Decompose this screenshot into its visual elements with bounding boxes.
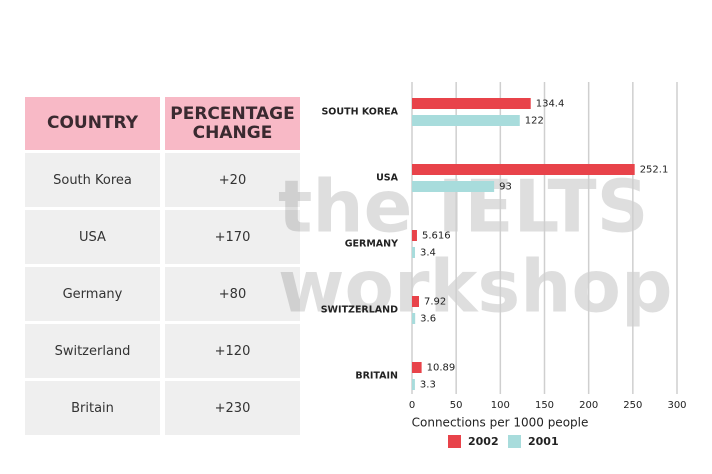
table-cell: USA bbox=[25, 210, 160, 264]
value-label: 134.4 bbox=[536, 99, 565, 110]
category-label: SOUTH KOREA bbox=[321, 107, 398, 118]
x-tick-label: 200 bbox=[579, 400, 598, 411]
table-cell: Switzerland bbox=[25, 324, 160, 378]
bar bbox=[412, 379, 415, 390]
x-tick-label: 300 bbox=[667, 400, 686, 411]
watermark: workshop bbox=[278, 245, 673, 329]
category-label: GERMANY bbox=[345, 239, 398, 250]
bar bbox=[412, 181, 495, 192]
value-label: 3.4 bbox=[420, 248, 436, 259]
value-label: 93 bbox=[499, 182, 512, 193]
x-tick-label: 100 bbox=[491, 400, 510, 411]
bar bbox=[412, 313, 416, 324]
table-cell: Britain bbox=[25, 381, 160, 435]
table-cell: +120 bbox=[165, 324, 300, 378]
watermark: the IELTS bbox=[278, 165, 648, 249]
table-cell: Germany bbox=[25, 267, 160, 321]
x-tick-label: 250 bbox=[623, 400, 642, 411]
x-tick-label: 150 bbox=[535, 400, 554, 411]
value-label: 122 bbox=[525, 116, 544, 127]
category-label: USA bbox=[376, 173, 399, 184]
x-tick-label: 50 bbox=[450, 400, 463, 411]
bar bbox=[412, 247, 416, 258]
bar bbox=[412, 362, 422, 373]
table-cell: +170 bbox=[165, 210, 300, 264]
value-label: 3.6 bbox=[420, 314, 436, 325]
bar bbox=[412, 164, 635, 175]
bar bbox=[412, 230, 417, 241]
legend-swatch bbox=[448, 435, 461, 448]
x-tick-label: 0 bbox=[409, 400, 415, 411]
value-label: 10.89 bbox=[427, 363, 456, 374]
header-cell: PERCENTAGE CHANGE bbox=[165, 97, 300, 150]
bar bbox=[412, 115, 520, 126]
table-cell: +80 bbox=[165, 267, 300, 321]
legend-label: 2001 bbox=[528, 435, 559, 448]
legend-swatch bbox=[508, 435, 521, 448]
value-label: 252.1 bbox=[640, 165, 669, 176]
bar bbox=[412, 98, 531, 109]
value-label: 5.616 bbox=[422, 231, 451, 242]
header-cell: COUNTRY bbox=[25, 97, 160, 150]
value-label: 3.3 bbox=[420, 380, 436, 391]
bar bbox=[412, 296, 419, 307]
value-label: 7.92 bbox=[424, 297, 446, 308]
legend-label: 2002 bbox=[468, 435, 499, 448]
table-cell: +230 bbox=[165, 381, 300, 435]
x-axis-label: Connections per 1000 people bbox=[412, 416, 589, 430]
category-label: BRITAIN bbox=[355, 371, 398, 382]
table-cell: +20 bbox=[165, 153, 300, 207]
table-cell: South Korea bbox=[25, 153, 160, 207]
category-label: SWITZERLAND bbox=[321, 305, 398, 316]
